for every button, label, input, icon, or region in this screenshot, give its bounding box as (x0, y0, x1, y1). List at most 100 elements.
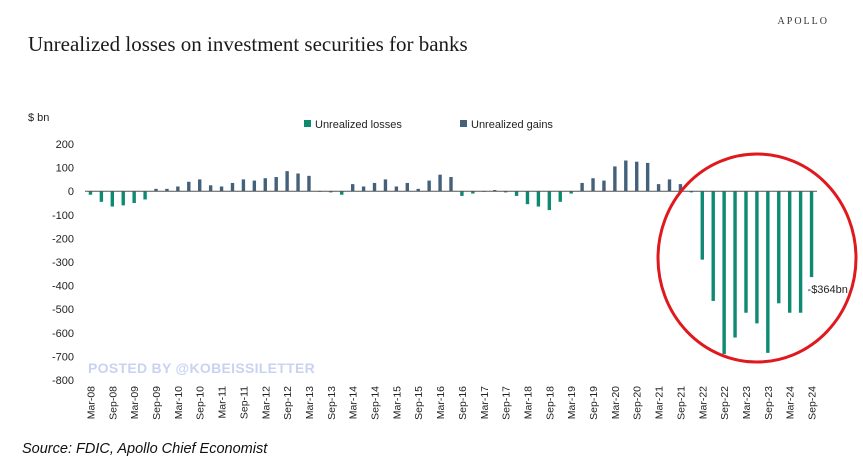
x-tick-label: Sep-13 (326, 386, 338, 420)
bar-Jun-22 (711, 191, 715, 301)
y-tick-label: 0 (68, 186, 74, 198)
x-tick-label: Sep-22 (719, 386, 731, 420)
x-tick-label: Sep-20 (632, 386, 644, 420)
chart-title: Unrealized losses on investment securiti… (28, 32, 468, 56)
y-tick-label: -500 (52, 304, 74, 316)
bar-Dec-08 (121, 191, 125, 206)
x-tick-label: Mar-09 (129, 386, 141, 419)
bar-Dec-20 (645, 162, 650, 192)
bar-Mar-19 (569, 191, 573, 194)
bar-Sep-16 (460, 191, 464, 196)
x-tick-label: Mar-16 (435, 386, 447, 419)
x-tick-label: Mar-24 (785, 386, 797, 419)
bar-Sep-14 (372, 182, 377, 192)
bar-Jun-12 (274, 177, 278, 192)
bar-Mar-23 (744, 191, 748, 313)
x-tick-label: Mar-21 (654, 386, 666, 419)
bar-Sep-22 (722, 191, 726, 355)
bar-Mar-08 (88, 191, 93, 195)
y-tick-label: 200 (56, 139, 74, 151)
x-tick-label: Sep-11 (238, 386, 250, 419)
bar-chart: $ bn Unrealized losses Unrealized gains … (28, 112, 858, 420)
x-tick-label: Mar-11 (217, 386, 229, 419)
bar-Jun-10 (187, 181, 191, 192)
bar-Mar-18 (525, 191, 530, 205)
y-tick-label: -400 (52, 281, 74, 293)
x-tick-label: Sep-19 (588, 386, 600, 420)
bar-Mar-14 (350, 184, 355, 192)
y-axis-label: $ bn (28, 112, 49, 124)
bar-Mar-21 (656, 184, 661, 192)
x-tick-label: Sep-09 (151, 386, 163, 420)
bar-Dec-14 (383, 179, 388, 192)
y-tick-label: 100 (56, 163, 74, 175)
x-tick-label: Sep-15 (413, 386, 425, 420)
bar-Dec-18 (558, 191, 562, 202)
bar-Dec-16 (471, 191, 475, 194)
watermark: POSTED BY @KOBEISSILETTER (88, 360, 316, 376)
bar-Dec-21 (689, 191, 694, 193)
bar-Mar-09 (132, 191, 136, 203)
x-tick-label: Sep-16 (457, 386, 469, 420)
legend-swatch-gains (460, 120, 467, 127)
bar-Mar-13 (307, 175, 311, 192)
x-axis-ticks: Mar-08 Sep-08 Mar-09 Sep-09 Mar-10 Sep-10 Mar-… (85, 386, 818, 420)
bar-Sep-20 (635, 161, 639, 192)
bar-Sep-15 (416, 188, 420, 192)
x-tick-label: Mar-17 (479, 386, 491, 419)
x-tick-label: Mar-18 (522, 386, 534, 419)
x-tick-label: Sep-23 (763, 386, 775, 420)
bar-Mar-22 (700, 191, 704, 260)
bar-Sep-18 (547, 191, 552, 211)
y-tick-label: -100 (52, 210, 74, 222)
bar-Sep-08 (110, 191, 115, 207)
bar-Sep-12 (285, 171, 289, 192)
bar-Mar-16 (438, 174, 442, 192)
bar-Sep-10 (198, 179, 202, 192)
source-note: Source: FDIC, Apollo Chief Economist (22, 441, 268, 457)
x-tick-label: Mar-15 (391, 386, 403, 419)
bar-Dec-15 (427, 180, 431, 192)
legend-swatch-losses (304, 120, 311, 127)
data-label-sep-24: -$364bn (808, 284, 848, 296)
bar-Jun-19 (580, 182, 584, 192)
bar-Mar-11 (219, 186, 224, 192)
bar-Sep-11 (241, 179, 246, 192)
x-tick-label: Sep-10 (195, 386, 207, 420)
bar-series (88, 160, 814, 355)
bar-Dec-13 (340, 191, 344, 195)
x-tick-label: Mar-14 (348, 386, 360, 419)
bar-Mar-20 (613, 166, 617, 192)
bar-Sep-09 (154, 188, 158, 192)
bar-Sep-23 (766, 191, 770, 353)
bar-Dec-19 (602, 180, 606, 192)
bar-Jun-16 (449, 177, 453, 192)
bar-Jun-24 (798, 191, 803, 313)
legend-label-losses: Unrealized losses (315, 119, 402, 131)
y-tick-label: -800 (52, 375, 74, 387)
bar-Mar-24 (787, 191, 792, 313)
x-tick-label: Mar-12 (260, 386, 272, 419)
highlight-circle (656, 152, 858, 364)
bar-Mar-15 (394, 186, 399, 192)
bar-Dec-12 (296, 173, 300, 192)
x-tick-label: Sep-18 (544, 386, 556, 420)
y-tick-label: -200 (52, 233, 74, 245)
x-tick-label: Sep-17 (501, 386, 513, 420)
bar-Dec-11 (252, 180, 257, 192)
x-tick-label: Mar-23 (741, 386, 753, 419)
bar-Jun-21 (667, 179, 672, 192)
bar-Jun-20 (624, 160, 628, 192)
x-tick-label: Sep-14 (370, 386, 382, 420)
bar-Mar-12 (263, 178, 267, 192)
bar-Jun-09 (143, 191, 147, 200)
bar-Jun-23 (755, 191, 759, 324)
bar-Dec-09 (165, 188, 169, 192)
bar-Sep-19 (591, 178, 595, 192)
x-tick-label: Sep-24 (807, 386, 819, 420)
x-tick-label: Mar-22 (697, 386, 709, 419)
bar-Jun-17 (493, 190, 497, 192)
bar-Dec-10 (208, 185, 213, 192)
bar-Sep-13 (329, 191, 333, 193)
x-tick-label: Mar-08 (85, 386, 97, 419)
